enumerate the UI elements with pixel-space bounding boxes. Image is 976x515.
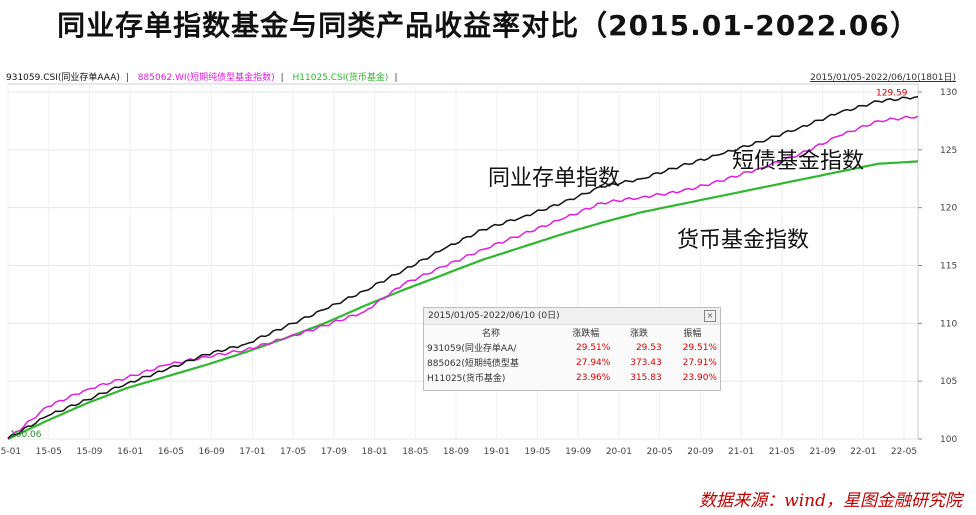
x-tick-label: 20-09 <box>687 447 713 457</box>
x-tick-label: 22-05 <box>891 447 917 457</box>
x-tick-label: 15-05 <box>36 447 62 457</box>
series-line <box>7 115 919 440</box>
x-tick-label: 17-01 <box>239 447 265 457</box>
x-tick-label: 18-09 <box>443 447 469 457</box>
legend-cd[interactable]: 931059.CSI(同业存单AAA) <box>6 73 120 83</box>
annotation-cd: 同业存单指数 <box>488 166 621 191</box>
x-axis: 15-01 15-05 15-09 16-01 16-05 16-09 17-01 17-05… <box>0 447 917 457</box>
x-tick-label: 16-05 <box>158 447 184 457</box>
series-lines <box>7 95 919 440</box>
row-amp: 27.91% <box>682 357 717 368</box>
col-header: 名称 <box>482 329 501 339</box>
col-header: 振幅 <box>683 329 702 339</box>
x-tick-label: 22-01 <box>850 447 876 457</box>
y-tick-label: 100 <box>940 435 957 445</box>
max-value-label: 129.59 <box>876 89 908 99</box>
stats-popup-header: 2015/01/05-2022/06/10 (0日) × <box>424 308 720 325</box>
x-tick-label: 20-05 <box>647 447 673 457</box>
date-range-label[interactable]: 2015/01/05-2022/06/10(1801日) <box>810 73 956 83</box>
legend-short[interactable]: 885062.WI(短期纯债型基金指数) <box>137 73 275 83</box>
x-tick-label: 15-01 <box>0 447 21 457</box>
table-row[interactable]: 885062(短期纯债型基 27.94% 373.43 27.91% <box>424 355 720 370</box>
col-header: 涨跌幅 <box>572 329 600 339</box>
y-tick-label: 105 <box>940 377 957 387</box>
x-tick-label: 20-01 <box>606 447 632 457</box>
legend-bar: 931059.CSI(同业存单AAA) | 885062.WI(短期纯债型基金指数… <box>6 70 956 84</box>
legend-mm[interactable]: H11025.CSI(货币基金) <box>292 73 389 83</box>
x-tick-label: 16-09 <box>199 447 225 457</box>
table-header-row: 名称 涨跌幅 涨跌 振幅 <box>424 325 720 340</box>
stats-popup-title: 2015/01/05-2022/06/10 (0日) <box>428 311 560 321</box>
row-amp: 29.51% <box>682 342 717 353</box>
start-value-label: 100.06 <box>10 430 42 440</box>
page-title: 同业存单指数基金与同类产品收益率对比（2015.01-2022.06） <box>57 9 919 42</box>
line-chart[interactable]: 100 105 110 115 120 125 130 15-01 15-05 15-09 16-… <box>0 82 976 467</box>
row-chg: 315.83 <box>630 372 662 383</box>
y-tick-label: 130 <box>940 88 957 98</box>
x-tick-label: 18-05 <box>402 447 428 457</box>
legend-separator: | <box>394 73 398 83</box>
x-tick-label: 16-01 <box>117 447 143 457</box>
x-tick-label: 21-09 <box>809 447 835 457</box>
x-tick-label: 17-09 <box>321 447 347 457</box>
close-icon[interactable]: × <box>704 310 716 322</box>
series-line <box>7 160 919 440</box>
x-tick-label: 15-09 <box>76 447 102 457</box>
series-line <box>7 95 919 439</box>
x-tick-label: 21-05 <box>769 447 795 457</box>
col-header: 涨跌 <box>630 329 649 339</box>
legend-separator: | <box>125 73 129 83</box>
row-amp: 23.90% <box>682 372 717 383</box>
row-chg: 373.43 <box>630 357 662 368</box>
stats-table: 名称 涨跌幅 涨跌 振幅 931059(同业存单AA/ 29.51% 29.53… <box>424 325 720 385</box>
row-pct: 23.96% <box>576 372 611 383</box>
annotation-short: 短债基金指数 <box>732 149 865 174</box>
x-tick-label: 17-05 <box>280 447 306 457</box>
x-tick-label: 19-09 <box>565 447 591 457</box>
y-tick-label: 125 <box>940 146 957 156</box>
y-axis: 100 105 110 115 120 125 130 <box>918 88 957 445</box>
x-tick-label: 19-05 <box>524 447 550 457</box>
table-row[interactable]: 931059(同业存单AA/ 29.51% 29.53 29.51% <box>424 340 720 355</box>
x-tick-label: 19-01 <box>484 447 510 457</box>
y-tick-label: 115 <box>940 262 957 272</box>
x-tick-label: 21-01 <box>728 447 754 457</box>
row-pct: 27.94% <box>576 357 611 368</box>
source-note: 数据来源：wind，星图金融研究院 <box>699 491 962 511</box>
row-pct: 29.51% <box>576 342 611 353</box>
stats-popup[interactable]: 2015/01/05-2022/06/10 (0日) × 名称 涨跌幅 涨跌 振… <box>423 307 721 391</box>
row-name: 931059(同业存单AA/ <box>427 344 517 354</box>
legend-separator: | <box>280 73 284 83</box>
row-chg: 29.53 <box>635 342 662 353</box>
y-tick-label: 110 <box>940 319 957 329</box>
table-row[interactable]: H11025(货币基金) 23.96% 315.83 23.90% <box>424 370 720 385</box>
row-name: 885062(短期纯债型基 <box>427 359 519 369</box>
annotation-mm: 货币基金指数 <box>677 228 810 253</box>
row-name: H11025(货币基金) <box>427 374 506 384</box>
x-tick-label: 18-01 <box>361 447 387 457</box>
y-tick-label: 120 <box>940 204 957 214</box>
grid <box>7 84 918 440</box>
